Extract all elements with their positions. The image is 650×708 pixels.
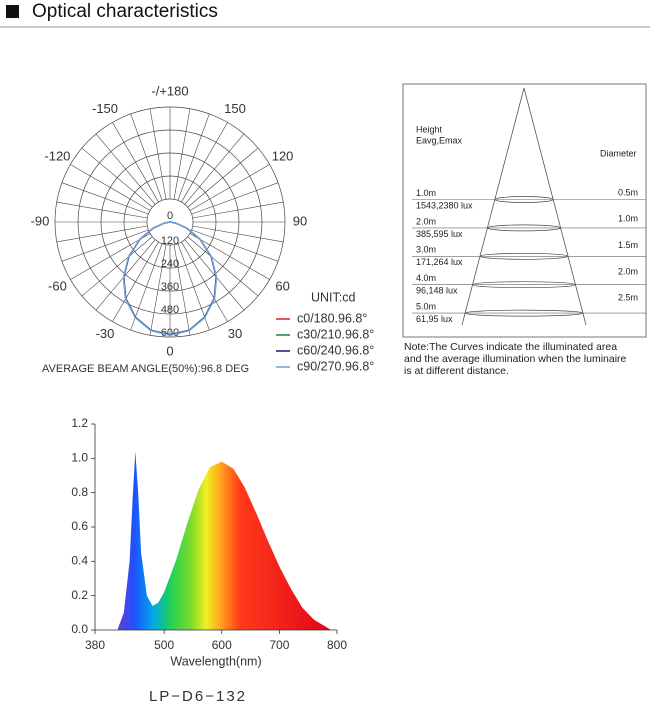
note: and the average illumination when the lu… xyxy=(404,353,627,365)
caption: AVERAGE BEAM ANGLE(50%):96.8 DEG xyxy=(42,363,249,375)
angle-tick-label: 60 xyxy=(275,278,289,293)
intensity-curve xyxy=(122,221,218,337)
angle-tick-label: 90 xyxy=(293,213,307,228)
lux-label: 385,595 lux xyxy=(416,229,463,239)
y-tick-label: 1.0 xyxy=(71,451,88,465)
y-tick-label: 0.6 xyxy=(71,519,88,533)
note: is at different distance. xyxy=(404,365,509,377)
spectrum-chart: 0.0 0.2 0.4 0.6 0.8 1.0 1.2 380 500 600 700 800 Wave… xyxy=(71,416,347,668)
diameter-header: Diameter xyxy=(600,148,637,158)
x-tick-label: 700 xyxy=(269,638,289,652)
ring xyxy=(100,152,240,292)
polar-chart: 0 120 240 360 480 600 0 30 60 90 120 150 -/+180 -150 -… xyxy=(31,83,375,374)
lux-label: 61,95 lux xyxy=(416,314,453,324)
diameter-label: 1.0m xyxy=(618,214,638,224)
angle-tick-label: 30 xyxy=(228,326,242,341)
header-title: Optical characteristics xyxy=(32,1,218,22)
r-tick-label: 360 xyxy=(161,281,179,293)
diameter-label: 2.5m xyxy=(618,293,638,303)
lux-label: 96,148 lux xyxy=(416,286,458,296)
light-spot xyxy=(472,281,576,289)
y-tick-label: 0.0 xyxy=(71,622,88,636)
y-tick-label: 0.4 xyxy=(71,554,88,568)
lux-label: 1543,2380 lux xyxy=(416,200,473,210)
ring xyxy=(54,106,286,338)
ring xyxy=(77,129,263,315)
ring xyxy=(146,198,194,246)
note: Note:The Curves indicate the illuminated… xyxy=(404,341,617,353)
height-label: 1.0m xyxy=(416,188,436,198)
r-tick-label: 240 xyxy=(161,258,179,270)
y-tick-label: 0.8 xyxy=(71,485,88,499)
header-bullet xyxy=(6,5,19,18)
r-tick-label: 480 xyxy=(161,304,179,316)
light-spot xyxy=(487,224,561,232)
distance-diagram: Height Eavg,Emax Diameter Note:The Curve… xyxy=(402,83,647,377)
cone-side xyxy=(461,87,525,326)
angle-tick-label: -60 xyxy=(48,278,67,293)
height-label: 3.0m xyxy=(416,245,436,255)
angle-tick-label: 120 xyxy=(272,148,294,163)
light-spot xyxy=(479,252,569,260)
cone-side xyxy=(523,87,587,326)
legend-label: c0/180.96.8° xyxy=(297,311,367,325)
angle-tick-label: -30 xyxy=(96,326,115,341)
angle-tick-label: -150 xyxy=(92,101,118,116)
diameter-label: 2.0m xyxy=(618,266,638,276)
angle-tick-label: -90 xyxy=(31,213,50,228)
r-tick-label: 120 xyxy=(161,235,179,247)
y-tick-label: 0.2 xyxy=(71,588,88,602)
y-tick-label: 1.2 xyxy=(71,416,88,430)
ring xyxy=(123,175,217,269)
light-spot xyxy=(464,309,584,317)
legend-label: c90/270.96.8° xyxy=(297,359,374,373)
unit-label: UNIT:cd xyxy=(311,290,356,304)
height-label: 4.0m xyxy=(416,273,436,283)
x-tick-label: 600 xyxy=(212,638,232,652)
diameter-label: 0.5m xyxy=(618,187,638,197)
height-label: 2.0m xyxy=(416,216,436,226)
height-header: Height xyxy=(416,124,443,134)
height-label: 5.0m xyxy=(416,301,436,311)
x-tick-label: 800 xyxy=(327,638,347,652)
x-axis-label: Wavelength(nm) xyxy=(170,654,261,668)
light-spot xyxy=(494,196,554,203)
lux-label: 171,264 lux xyxy=(416,257,463,267)
angle-tick-label: -120 xyxy=(44,148,70,163)
legend-label: c60/240.96.8° xyxy=(297,343,374,357)
eavg-header: Eavg,Emax xyxy=(416,135,463,145)
legend-label: c30/210.96.8° xyxy=(297,327,374,341)
model-name: LP−D6−132 xyxy=(149,688,247,705)
spectrum-area xyxy=(118,451,332,630)
angle-tick-label: 150 xyxy=(224,101,246,116)
x-tick-label: 500 xyxy=(154,638,174,652)
diameter-label: 1.5m xyxy=(618,240,638,250)
diagram-frame xyxy=(402,83,647,338)
x-tick-label: 380 xyxy=(85,638,105,652)
r-tick-label: 0 xyxy=(167,210,173,222)
r-tick-label: 600 xyxy=(161,327,179,339)
angle-tick-label: 0 xyxy=(166,343,173,358)
angle-tick-label: -/+180 xyxy=(151,83,188,98)
